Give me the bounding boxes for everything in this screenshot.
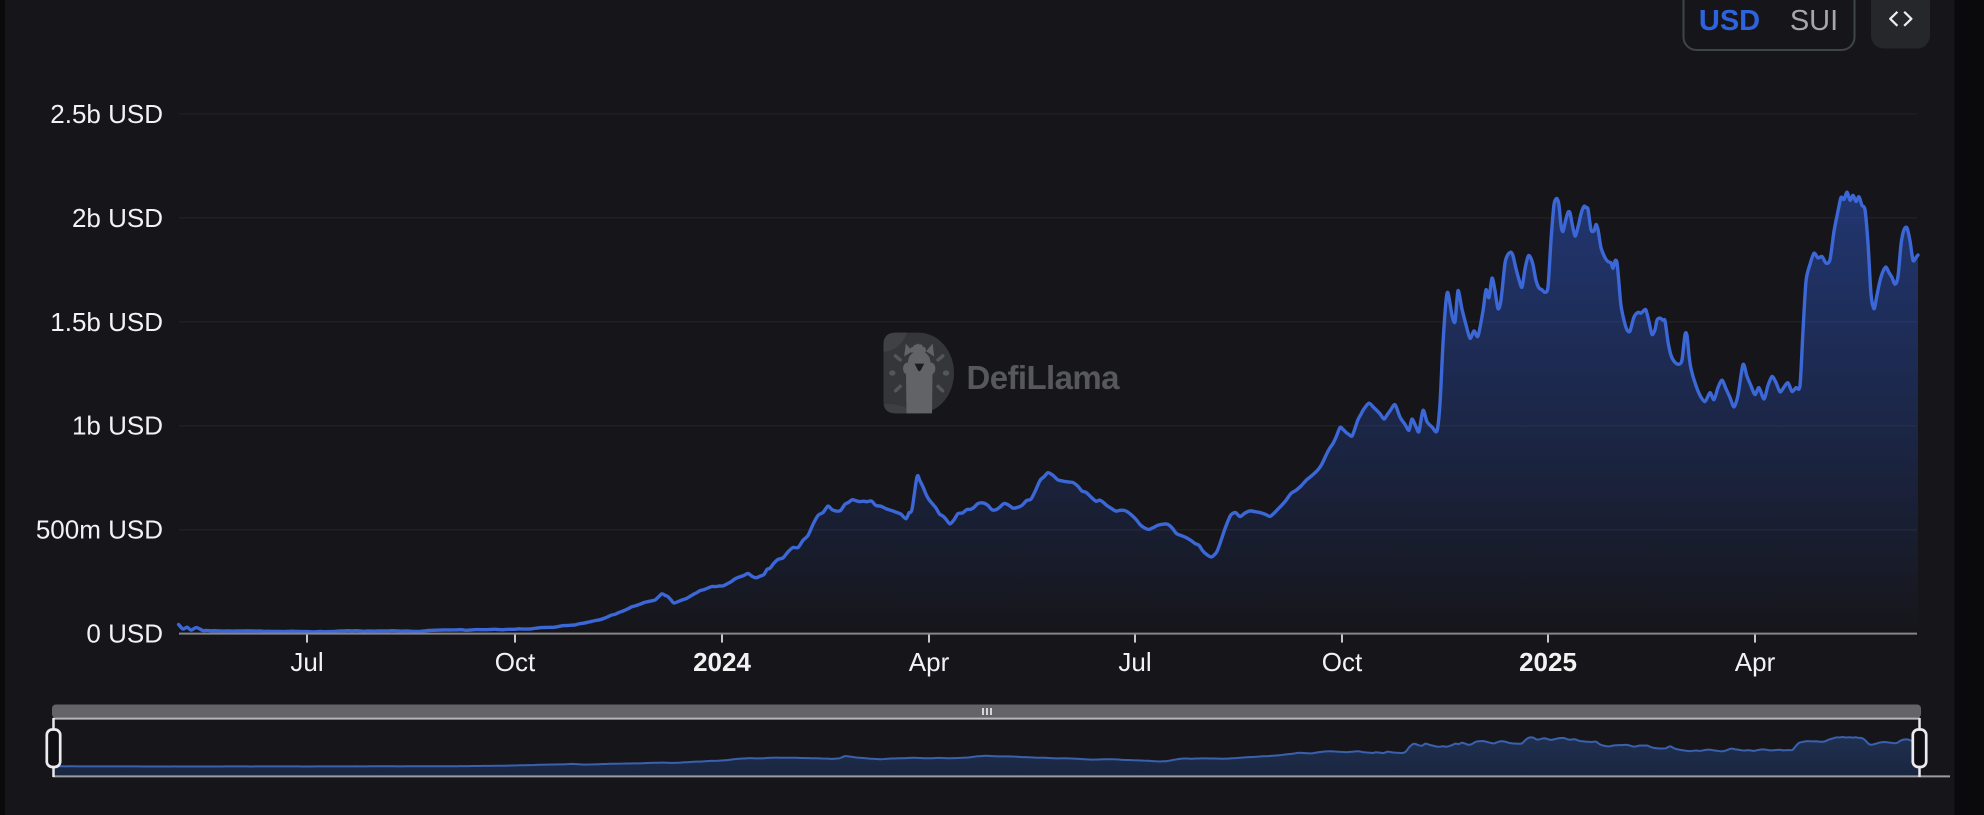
svg-text:2025: 2025 [1519, 647, 1577, 677]
svg-text:SUI: SUI [1790, 5, 1838, 37]
svg-text:Apr: Apr [1735, 647, 1776, 677]
svg-text:DefiLlama: DefiLlama [967, 359, 1121, 396]
svg-text:2b USD: 2b USD [72, 203, 163, 233]
svg-text:Oct: Oct [495, 647, 536, 677]
svg-text:2.5b USD: 2.5b USD [50, 99, 163, 129]
svg-text:USD: USD [1699, 5, 1760, 37]
svg-text:Apr: Apr [909, 647, 950, 677]
svg-text:0 USD: 0 USD [86, 619, 163, 649]
svg-text:1.5b USD: 1.5b USD [50, 307, 163, 337]
svg-text:1b USD: 1b USD [72, 411, 163, 441]
svg-text:2024: 2024 [693, 647, 751, 677]
svg-text:Oct: Oct [1322, 647, 1363, 677]
svg-text:500m USD: 500m USD [36, 515, 163, 545]
svg-text:Jul: Jul [1118, 647, 1151, 677]
svg-text:Jul: Jul [290, 647, 323, 677]
